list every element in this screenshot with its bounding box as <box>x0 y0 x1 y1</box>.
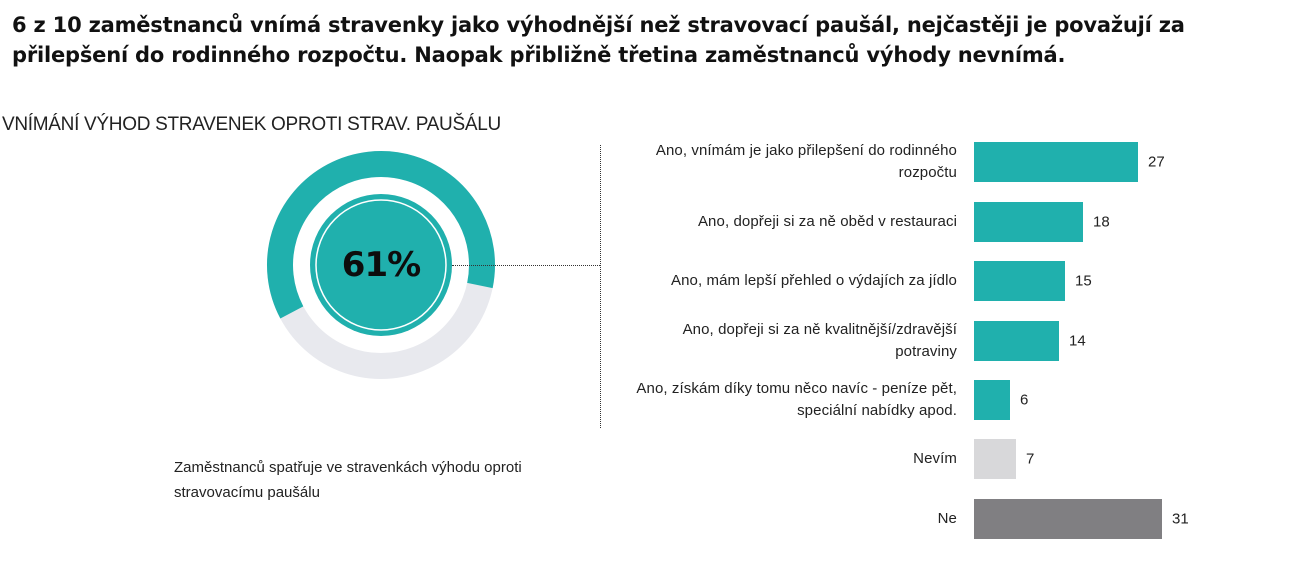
bar <box>974 439 1016 479</box>
bar-label: Ano, vnímám je jako přilepšení do rodinn… <box>655 142 957 181</box>
bar <box>974 321 1059 361</box>
bar <box>974 261 1065 301</box>
bar <box>974 499 1162 539</box>
donut-caption: Zaměstnanců spatřuje ve stravenkách výho… <box>174 459 522 501</box>
bar-value: 6 <box>1020 391 1029 409</box>
bar-label: Ano, dopřeji si za ně kvalitnější/zdravě… <box>682 321 957 360</box>
bar-value: 15 <box>1075 272 1092 290</box>
bar-label: Ano, získám díky tomu něco navíc - peníz… <box>636 380 957 419</box>
bar-label: Ano, dopřeji si za ně oběd v restauraci <box>697 213 957 230</box>
donut-percentage: 61% <box>341 245 421 285</box>
bar-row: Ne 31 <box>620 499 1310 539</box>
bar-row: Ano, získám díky tomu něco navíc - peníz… <box>620 380 1310 420</box>
donut-center-outline <box>315 199 447 331</box>
bar-row: Ano, mám lepší přehled o výdajích za jíd… <box>620 261 1310 301</box>
section-title: VNÍMÁNÍ VÝHOD STRAVENEK OPROTI STRAV. PA… <box>2 114 501 135</box>
connector-line-horizontal <box>452 265 600 266</box>
bar-value: 31 <box>1172 510 1189 528</box>
connector-line-vertical <box>600 145 601 428</box>
bar-row: Ano, dopřeji si za ně kvalitnější/zdravě… <box>620 321 1310 361</box>
bar-value: 18 <box>1093 213 1110 231</box>
bar-value: 27 <box>1148 153 1165 171</box>
bar-row: Ano, vnímám je jako přilepšení do rodinn… <box>620 142 1310 182</box>
bar-label: Ne <box>937 510 957 527</box>
donut-center <box>310 194 452 336</box>
bar-row: Ano, dopřeji si za ně oběd v restauraci … <box>620 202 1310 242</box>
bar-label: Nevím <box>913 450 957 467</box>
donut-filled-arc <box>267 151 495 379</box>
bar-value: 7 <box>1026 450 1035 468</box>
bar-row: Nevím 7 <box>620 439 1310 479</box>
bar <box>974 380 1010 420</box>
bar-chart: Ano, vnímám je jako přilepšení do rodinn… <box>620 0 1310 561</box>
bar <box>974 142 1138 182</box>
headline: 6 z 10 zaměstnanců vnímá stravenky jako … <box>12 13 1185 67</box>
bar-label: Ano, mám lepší přehled o výdajích za jíd… <box>670 272 957 289</box>
bar <box>974 202 1083 242</box>
bar-value: 14 <box>1069 332 1086 350</box>
